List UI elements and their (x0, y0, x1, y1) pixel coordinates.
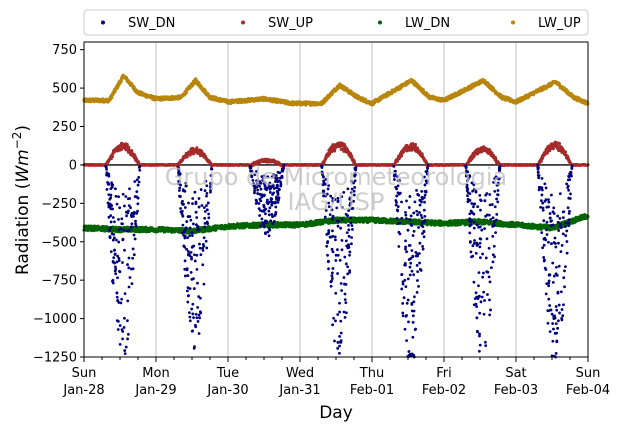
point-SW_DN (127, 266, 131, 270)
point-SW_DN (123, 316, 126, 320)
point-SW_DN (110, 181, 113, 185)
point-SW_DN (125, 214, 128, 218)
legend-label-LW_DN: LW_DN (405, 16, 450, 31)
point-SW_DN (109, 220, 113, 224)
point-SW_DN (131, 256, 135, 260)
point-SW_DN (135, 178, 139, 182)
point-SW_UP (127, 146, 131, 150)
point-SW_DN (118, 342, 122, 346)
point-SW_DN (123, 292, 127, 296)
point-SW_DN (126, 337, 129, 341)
point-SW_DN (114, 187, 117, 191)
point-SW_DN (122, 228, 125, 232)
legend-label-LW_UP: LW_UP (538, 16, 581, 31)
point-SW_DN (126, 299, 130, 303)
point-SW_DN (121, 192, 125, 196)
point-SW_DN (121, 261, 124, 264)
point-SW_UP (413, 142, 417, 146)
point-SW_DN (129, 213, 133, 217)
legend-marker-SW_DN (101, 20, 105, 25)
point-SW_DN (117, 195, 120, 199)
point-LW_UP (110, 95, 114, 100)
point-SW_DN (118, 206, 122, 210)
point-SW_UP (564, 150, 568, 154)
point-SW_DN (111, 238, 115, 242)
point-SW_DN (117, 228, 120, 232)
point-SW_UP (185, 155, 189, 159)
legend-label-SW_DN: SW_DN (128, 16, 175, 31)
point-SW_DN (135, 190, 139, 193)
point-SW_DN (123, 248, 126, 252)
point-SW_DN (136, 202, 140, 206)
point-SW_DN (117, 301, 121, 304)
point-LW_DN (86, 224, 91, 228)
point-SW_DN (133, 237, 137, 241)
series-LW_UP (82, 73, 590, 107)
point-SW_DN (130, 225, 133, 229)
point-SW_DN (111, 216, 115, 219)
point-SW_DN (113, 253, 117, 256)
point-SW_DN (124, 195, 128, 198)
point-SW_DN (121, 337, 125, 341)
point-SW_DN (109, 226, 113, 230)
legend: SW_DN SW_UP LW_DN LW_UP (83, 9, 589, 36)
point-SW_DN (124, 345, 128, 349)
point-SW_DN (116, 254, 120, 258)
point-SW_DN (133, 180, 137, 183)
point-SW_DN (127, 256, 131, 260)
legend-label-SW_UP: SW_UP (268, 16, 313, 31)
point-SW_UP (400, 154, 404, 158)
point-SW_DN (108, 228, 111, 232)
point-SW_UP (111, 155, 115, 159)
point-LW_DN (429, 223, 433, 227)
point-SW_DN (117, 240, 121, 244)
point-SW_UP (557, 142, 561, 146)
point-SW_DN (128, 197, 132, 200)
point-SW_DN (136, 183, 140, 187)
point-SW_DN (128, 276, 132, 279)
legend-marker-LW_UP (511, 20, 515, 25)
point-SW_DN (115, 202, 119, 206)
point-SW_UP (195, 146, 199, 150)
point-SW_UP (333, 149, 337, 153)
point-SW_DN (127, 285, 131, 289)
point-SW_DN (134, 224, 138, 228)
point-SW_DN (126, 319, 129, 323)
point-SW_DN (125, 229, 129, 233)
point-SW_DN (126, 263, 129, 266)
point-SW_DN (137, 180, 141, 184)
point-SW_DN (114, 194, 118, 198)
series-layer (82, 73, 590, 359)
legend-marker-SW_UP (241, 20, 245, 25)
point-SW_DN (108, 235, 112, 238)
point-LW_UP (184, 90, 188, 95)
point-SW_DN (112, 256, 116, 260)
point-SW_DN (105, 167, 108, 171)
point-SW_DN (128, 187, 131, 191)
x-gridlines (155, 42, 517, 357)
point-SW_DN (138, 168, 142, 172)
point-SW_DN (120, 297, 124, 301)
point-SW_DN (109, 250, 113, 254)
point-SW_DN (132, 253, 136, 257)
point-SW_UP (551, 147, 555, 151)
legend-marker-LW_DN (378, 20, 382, 25)
point-SW_DN (116, 328, 120, 331)
point-SW_DN (126, 332, 130, 336)
point-SW_DN (114, 272, 118, 276)
point-SW_DN (121, 330, 125, 333)
